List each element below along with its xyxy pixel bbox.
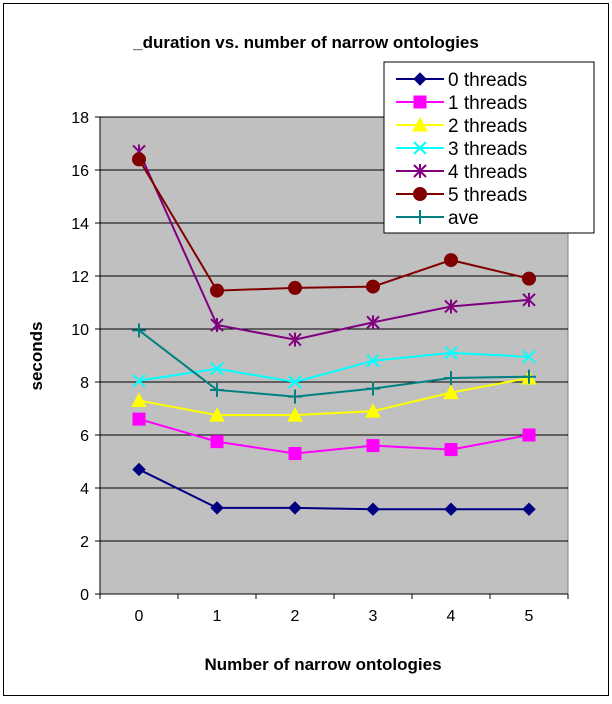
data-point xyxy=(131,392,147,408)
data-point xyxy=(522,271,536,286)
series-line xyxy=(138,151,530,341)
series-4-threads xyxy=(132,144,536,347)
data-point xyxy=(443,384,459,400)
data-point xyxy=(132,373,146,388)
legend-label: 1 threads xyxy=(448,93,527,114)
y-tick-label: 18 xyxy=(71,110,89,127)
legend-label: 4 threads xyxy=(448,162,527,183)
legend-entry: 3 threads xyxy=(396,139,527,160)
data-point xyxy=(522,350,536,364)
x-tick-label: 0 xyxy=(135,608,144,625)
data-point xyxy=(366,381,380,396)
series-line xyxy=(138,329,530,398)
data-point xyxy=(287,407,303,422)
data-point xyxy=(522,502,536,516)
legend-marker xyxy=(413,210,427,224)
series-0-threads xyxy=(132,462,536,516)
y-tick-label: 16 xyxy=(71,163,89,180)
data-point xyxy=(132,152,146,167)
data-point xyxy=(365,403,381,418)
legend-marker xyxy=(413,187,427,201)
series-5-threads xyxy=(132,152,536,298)
legend-marker xyxy=(413,72,427,86)
data-point xyxy=(444,346,458,360)
data-point xyxy=(210,283,224,298)
data-point xyxy=(366,315,380,330)
series-line xyxy=(138,468,529,511)
data-point xyxy=(288,501,302,515)
y-tick-label: 12 xyxy=(71,269,89,286)
data-point xyxy=(522,292,536,307)
series-1-threads xyxy=(132,412,536,461)
legend-entry: ave xyxy=(396,208,479,229)
legend-label: 0 threads xyxy=(448,70,527,91)
data-point xyxy=(444,299,458,314)
series-ave xyxy=(132,323,536,404)
y-tick-label: 8 xyxy=(80,375,89,392)
x-axis-label: Number of narrow ontologies xyxy=(204,655,441,674)
data-point xyxy=(210,318,224,333)
data-point xyxy=(366,502,380,516)
legend-marker xyxy=(413,95,427,109)
data-point xyxy=(288,447,302,461)
data-point xyxy=(522,428,536,442)
x-tick-label: 5 xyxy=(525,608,534,625)
legend-label: 3 threads xyxy=(448,139,527,160)
data-point xyxy=(210,382,224,397)
legend-label: 5 threads xyxy=(448,185,527,206)
chart-title: _duration vs. number of narrow ontologie… xyxy=(132,33,479,52)
legend-marker xyxy=(412,116,428,132)
legend-entry: 0 threads xyxy=(396,70,527,91)
data-point xyxy=(366,439,380,453)
x-tick-label: 1 xyxy=(213,608,222,625)
y-tick-label: 4 xyxy=(80,481,89,498)
data-point xyxy=(210,362,224,376)
legend-label: ave xyxy=(448,208,479,229)
series-3-threads xyxy=(132,346,536,389)
data-point xyxy=(288,280,302,295)
series-line xyxy=(138,377,530,417)
data-point xyxy=(444,502,458,516)
legend-label: 2 threads xyxy=(448,116,527,137)
series-2-threads xyxy=(131,369,537,422)
data-point xyxy=(366,354,380,368)
series-line xyxy=(138,158,530,292)
y-tick-label: 14 xyxy=(71,216,89,233)
legend-entry: 5 threads xyxy=(396,185,527,206)
data-point xyxy=(288,332,302,347)
y-tick-label: 10 xyxy=(71,322,89,339)
data-point xyxy=(132,412,146,426)
data-point xyxy=(522,369,536,384)
x-tick-label: 4 xyxy=(447,608,456,625)
legend-marker xyxy=(413,141,427,155)
data-point xyxy=(210,435,224,449)
y-tick-label: 2 xyxy=(80,534,89,551)
data-point xyxy=(444,371,458,386)
data-point xyxy=(444,253,458,268)
data-point xyxy=(366,279,380,294)
data-point xyxy=(132,323,146,338)
data-point xyxy=(288,375,302,389)
y-tick-label: 0 xyxy=(80,587,89,604)
legend-entry: 1 threads xyxy=(396,93,527,114)
data-point xyxy=(444,443,458,457)
x-tick-label: 3 xyxy=(369,608,378,625)
series-line xyxy=(138,351,530,384)
y-tick-label: 6 xyxy=(80,428,89,445)
data-point xyxy=(209,407,225,422)
data-point xyxy=(210,501,224,515)
data-point xyxy=(288,389,302,404)
x-tick-label: 2 xyxy=(291,608,300,625)
y-axis-label: seconds xyxy=(27,322,46,391)
legend-marker xyxy=(413,164,427,178)
series-line xyxy=(138,418,530,455)
legend-entry: 4 threads xyxy=(396,162,527,183)
legend-entry: 2 threads xyxy=(396,116,527,137)
data-point xyxy=(132,462,146,477)
